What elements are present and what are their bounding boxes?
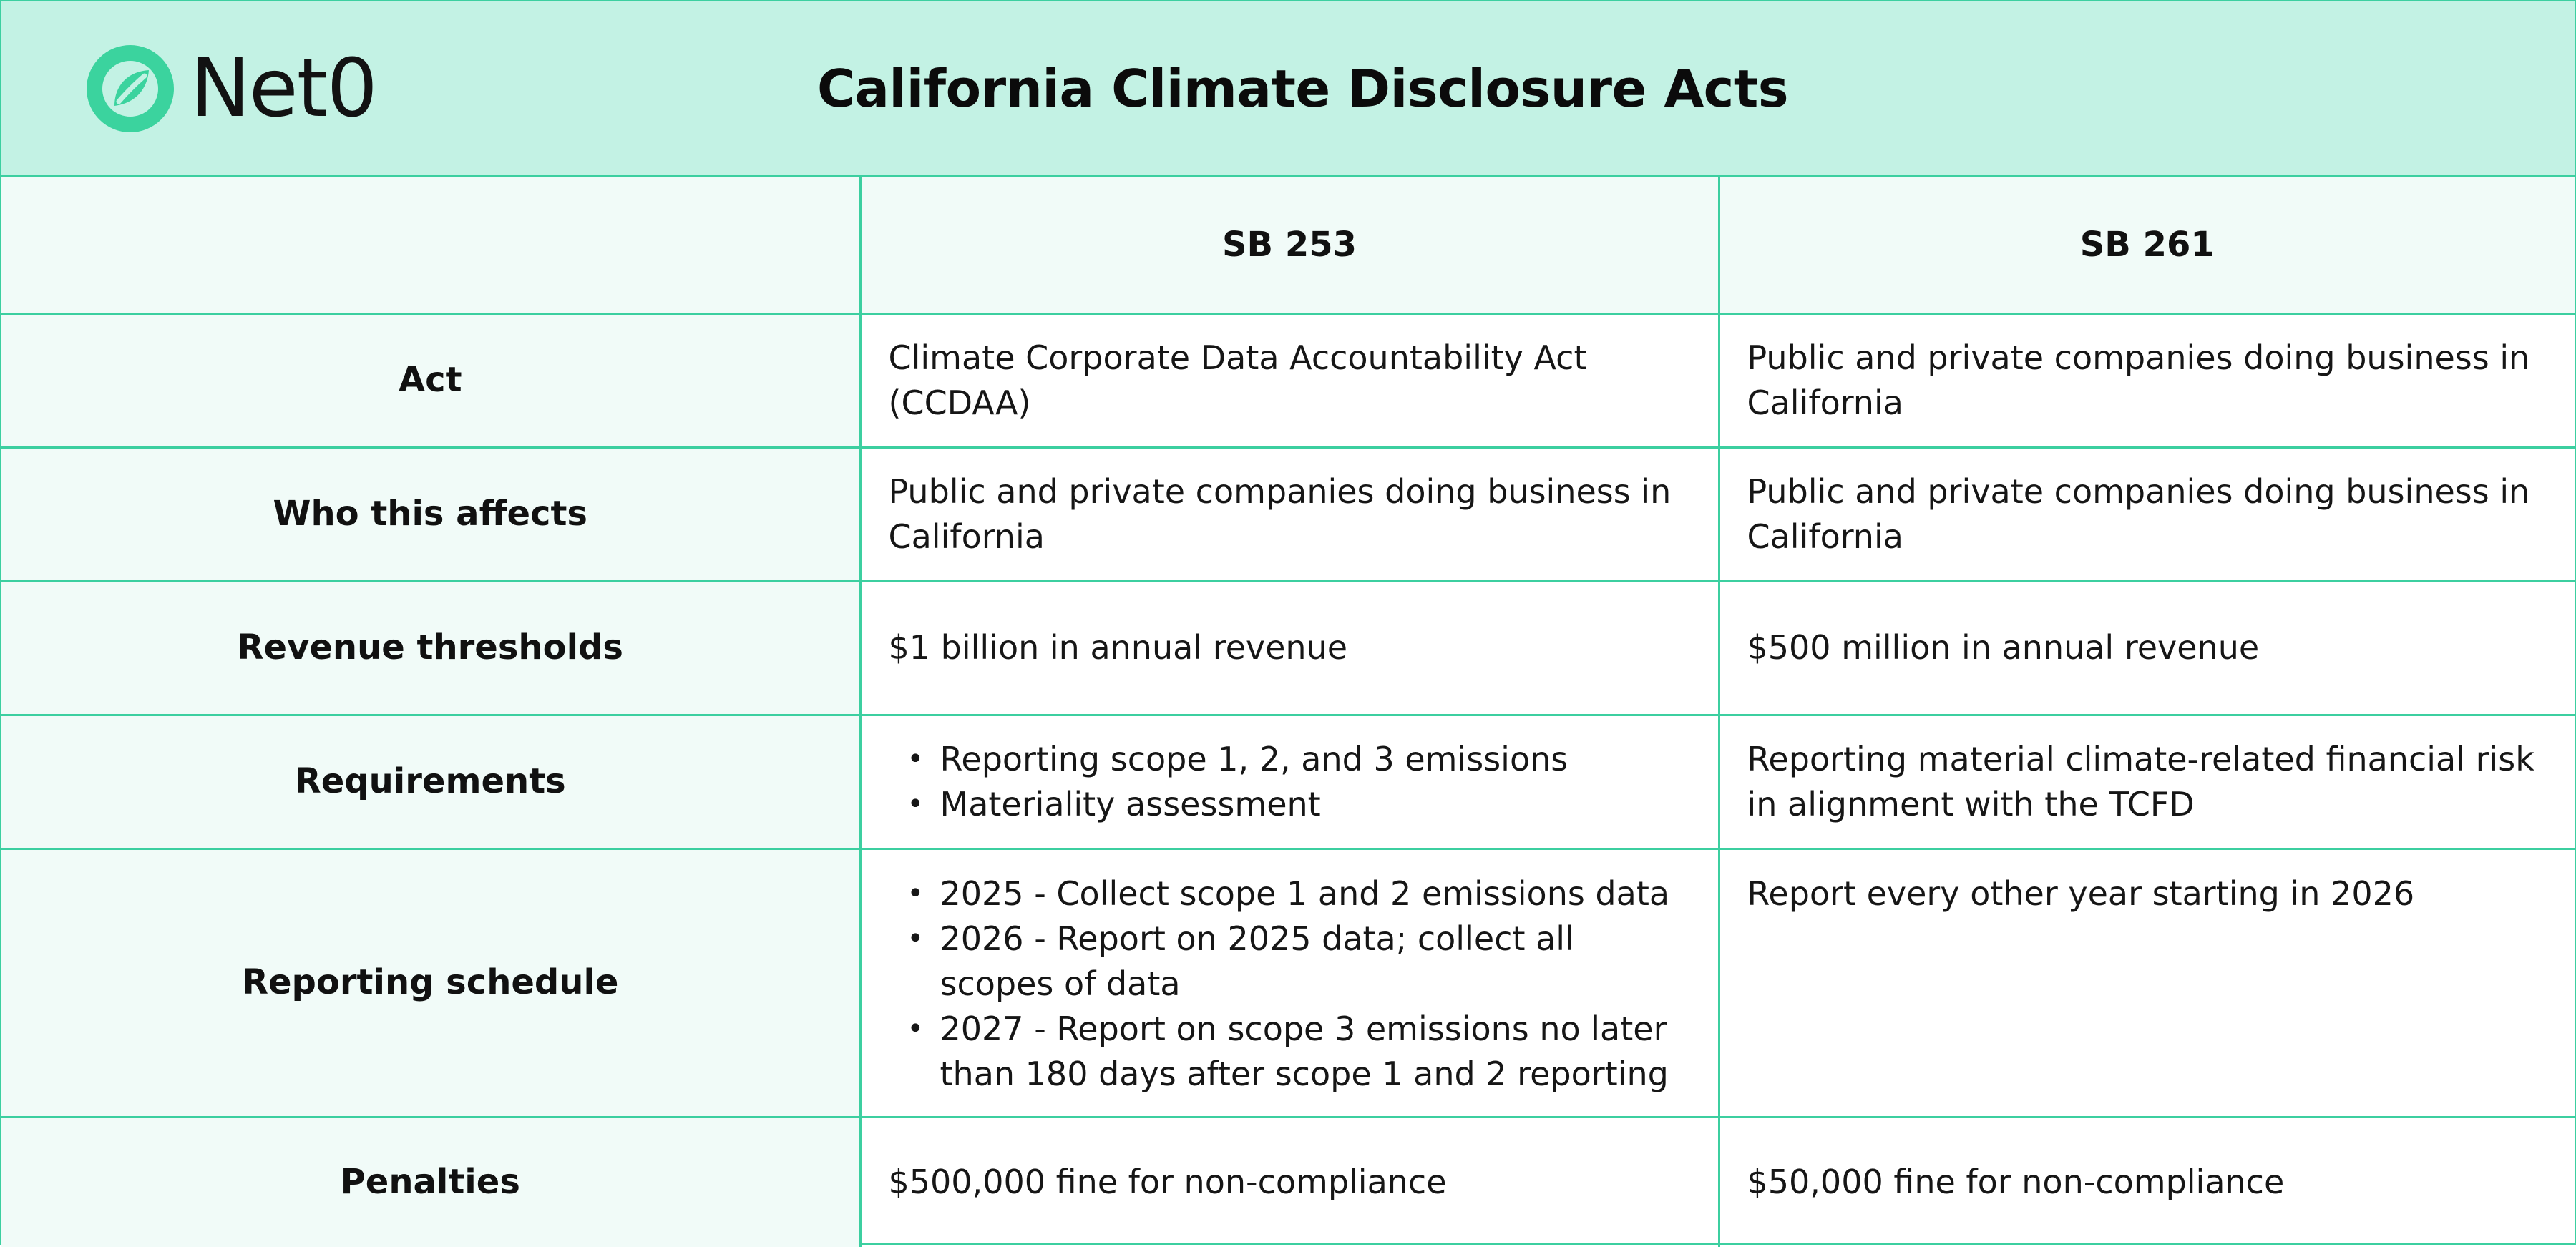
table-row: Reporting schedule 2025 - Collect scope …	[1, 847, 2575, 1118]
row-label-revenue: Revenue thresholds	[1, 580, 862, 716]
cell-who-sb253: Public and private companies doing busin…	[859, 446, 1720, 582]
list-item: 2027 - Report on scope 3 emissions no la…	[907, 1007, 1692, 1097]
cell-act-sb261: Public and private companies doing busin…	[1717, 312, 2575, 449]
table-row: Revenue thresholds $1 billion in annual …	[1, 580, 2575, 716]
list-item: Materiality assessment	[907, 782, 1692, 827]
table-row: Requirements Reporting scope 1, 2, and 3…	[1, 713, 2575, 850]
list-item: 2026 - Report on 2025 data; collect all …	[907, 916, 1692, 1007]
cell-schedule-sb253: 2025 - Collect scope 1 and 2 emissions d…	[859, 847, 1720, 1118]
cell-requirements-sb253: Reporting scope 1, 2, and 3 emissions Ma…	[859, 713, 1720, 850]
logo-wordmark: Net0	[190, 42, 378, 135]
page-title: California Climate Disclosure Acts	[817, 58, 1789, 119]
row-label-act: Act	[1, 312, 862, 449]
schedule-list: 2025 - Collect scope 1 and 2 emissions d…	[889, 871, 1692, 1097]
comparison-table: SB 253 SB 261 Act Climate Corporate Data…	[1, 177, 2575, 1247]
table-header-row: SB 253 SB 261	[1, 177, 2575, 315]
cell-act-sb253: Climate Corporate Data Accountability Ac…	[859, 312, 1720, 449]
header: Net0 California Climate Disclosure Acts	[1, 1, 2575, 177]
cell-schedule-sb261: Report every other year starting in 2026	[1717, 847, 2575, 1118]
row-label-requirements: Requirements	[1, 713, 862, 850]
requirements-list: Reporting scope 1, 2, and 3 emissions Ma…	[889, 737, 1692, 827]
cell-penalties-sb261: $50,000 fine for non-compliance	[1717, 1115, 2575, 1247]
cell-who-sb261: Public and private companies doing busin…	[1717, 446, 2575, 582]
table-row: Who this affects Public and private comp…	[1, 446, 2575, 582]
table-row: Penalties $500,000 fine for non-complian…	[1, 1115, 2575, 1247]
list-item: 2025 - Collect scope 1 and 2 emissions d…	[907, 871, 1692, 916]
table-row: Act Climate Corporate Data Accountabilit…	[1, 312, 2575, 449]
cell-penalties-sb253: $500,000 fine for non-compliance	[859, 1115, 1720, 1247]
net0-leaf-icon	[87, 45, 174, 132]
column-header-sb261: SB 261	[1717, 177, 2575, 315]
cell-requirements-sb261: Reporting material climate-related finan…	[1717, 713, 2575, 850]
row-label-schedule: Reporting schedule	[1, 847, 862, 1118]
row-label-penalties: Penalties	[1, 1115, 862, 1247]
net0-logo: Net0	[86, 42, 378, 135]
column-header-empty	[1, 177, 862, 315]
row-label-who: Who this affects	[1, 446, 862, 582]
column-header-sb253: SB 253	[859, 177, 1720, 315]
cell-revenue-sb253: $1 billion in annual revenue	[859, 580, 1720, 716]
list-item: Reporting scope 1, 2, and 3 emissions	[907, 737, 1692, 782]
cell-revenue-sb261: $500 million in annual revenue	[1717, 580, 2575, 716]
